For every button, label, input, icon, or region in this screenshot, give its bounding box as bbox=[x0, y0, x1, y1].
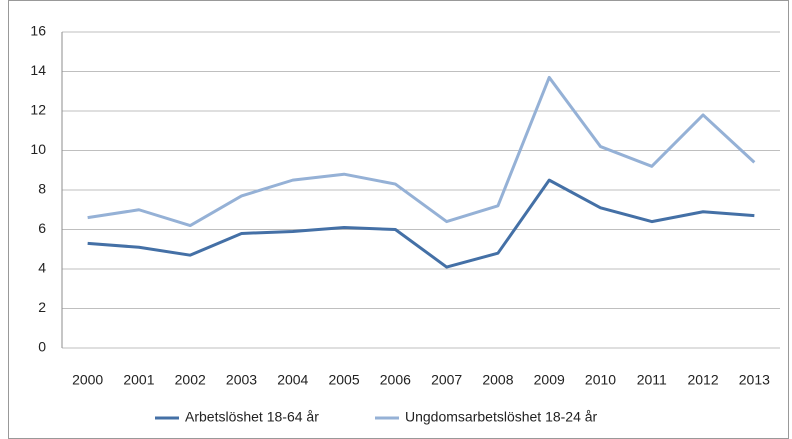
y-tick-label: 6 bbox=[38, 220, 46, 236]
x-tick-label: 2013 bbox=[739, 372, 770, 388]
y-tick-label: 12 bbox=[30, 102, 46, 118]
x-tick-label: 2002 bbox=[175, 372, 206, 388]
x-tick-label: 2007 bbox=[431, 372, 462, 388]
y-tick-label: 0 bbox=[38, 339, 46, 355]
x-tick-label: 2003 bbox=[226, 372, 257, 388]
y-tick-label: 8 bbox=[38, 181, 46, 197]
x-tick-label: 2012 bbox=[687, 372, 718, 388]
legend-label: Arbetslöshet 18-64 år bbox=[185, 409, 319, 425]
x-tick-label: 2009 bbox=[534, 372, 565, 388]
x-tick-label: 2000 bbox=[72, 372, 103, 388]
x-tick-label: 2008 bbox=[482, 372, 513, 388]
y-tick-label: 16 bbox=[30, 23, 46, 39]
x-tick-label: 2011 bbox=[637, 372, 667, 388]
x-tick-label: 2010 bbox=[585, 372, 616, 388]
line-series bbox=[87, 75, 756, 228]
y-tick-label: 2 bbox=[38, 299, 46, 315]
x-tick-label: 2005 bbox=[328, 372, 359, 388]
x-tick-label: 2006 bbox=[380, 372, 411, 388]
y-tick-label: 10 bbox=[30, 141, 46, 157]
y-tick-label: 14 bbox=[30, 62, 46, 78]
legend-label: Ungdomsarbetslöshet 18-24 år bbox=[405, 409, 598, 425]
x-tick-label: 2004 bbox=[277, 372, 308, 388]
y-tick-label: 4 bbox=[38, 260, 46, 276]
x-tick-label: 2001 bbox=[123, 372, 154, 388]
line-series bbox=[87, 178, 755, 269]
